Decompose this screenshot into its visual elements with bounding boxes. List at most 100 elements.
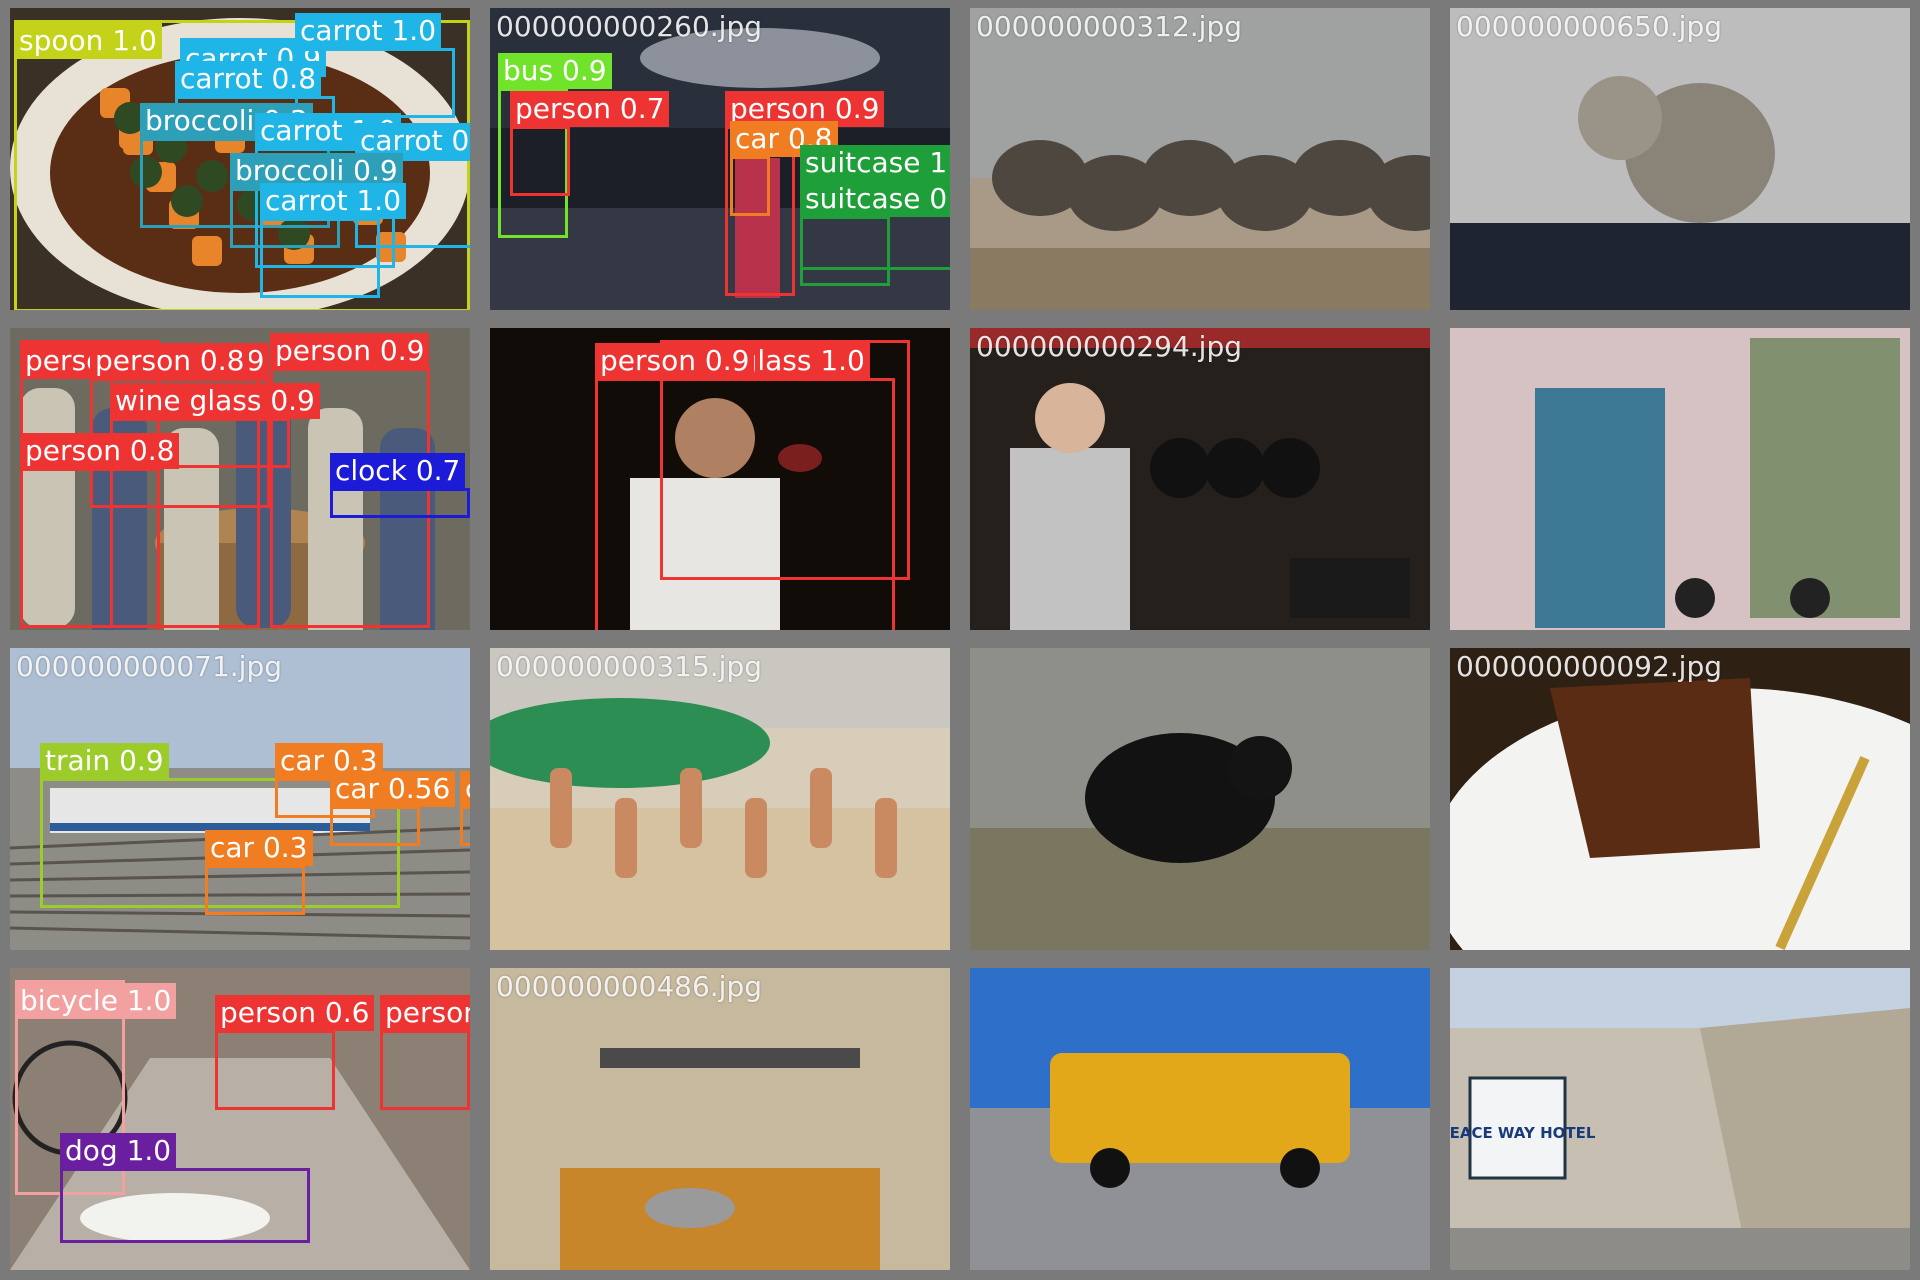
detection-label: wine glass 0.9 [110, 383, 320, 419]
detection-box: dog 1.0 [60, 1133, 310, 1243]
scene-illustration [1450, 648, 1910, 950]
detection-label: person 0.7 [510, 91, 670, 127]
detection-box: bicycle 1.0 [15, 980, 177, 1195]
detection-label: person 0.6 [215, 995, 375, 1031]
image-tile: 000000000650.jpg [1450, 8, 1910, 310]
bus-wheel [1280, 1148, 1320, 1188]
detection-label: car 0.3 [205, 830, 313, 866]
bear-body [1085, 733, 1275, 863]
detection-box: person 0.9 [380, 995, 470, 1110]
rail [10, 870, 470, 882]
detection-label: person 0.9 [270, 333, 430, 369]
ceiling-light [640, 28, 880, 88]
motorbike-wheel [1675, 578, 1715, 618]
image-tile: spoon 1.0 carrot 0.9 carrot 1.0 carrot 0.8 b… [10, 8, 470, 310]
person-figure [615, 798, 637, 878]
detection-label: car 0.56 [330, 771, 456, 807]
detection-box: suitcase 0.9 [800, 181, 950, 286]
image-tile: PEACE WAY HOTEL [1450, 968, 1910, 1270]
broccoli-piece [196, 160, 228, 192]
carrot-piece [192, 236, 222, 266]
face [1035, 383, 1105, 453]
door-panel [1535, 388, 1665, 628]
image-tile [970, 968, 1430, 1270]
cat-body [1625, 83, 1775, 223]
detection-box: carrot 1.0 [295, 13, 455, 118]
image-tile: 000000000294.jpg [970, 328, 1430, 630]
person-figure [164, 428, 219, 630]
image-tile [970, 648, 1430, 950]
colander [645, 1188, 735, 1228]
cat-head [1578, 76, 1662, 160]
road [1450, 1228, 1910, 1270]
umbrella [490, 698, 770, 788]
wall-top [970, 328, 1430, 348]
detection-box: carrot 1.0 [260, 183, 407, 298]
detection-label: carrot 0.8 [175, 61, 322, 97]
bus-body [1050, 1053, 1350, 1163]
detection-box: car 0.56 [330, 771, 456, 846]
hotel-sign-text: PEACE WAY HOTEL [1450, 1124, 1596, 1142]
detection-box: clock 0.7 [330, 453, 470, 518]
broccoli-piece [130, 156, 162, 188]
scene-illustration [490, 648, 950, 950]
shirt [630, 478, 780, 630]
detection-box: train 0.9 [40, 743, 400, 908]
detection-label: suitcase 0.9 [800, 181, 950, 217]
scene-illustration [970, 648, 1430, 950]
detection-label: dog 1.0 [60, 1133, 177, 1169]
detection-label: person 0.8 [20, 433, 180, 469]
detection-box: person 0.9 [270, 333, 430, 628]
wine-glass [778, 444, 822, 472]
elephant [1067, 155, 1163, 231]
hotel-sign-panel [1468, 1076, 1567, 1180]
detection-box: person 0.8 [20, 433, 180, 628]
image-tile: 000000000260.jpg bus 0.9 person 0.7 person … [490, 8, 950, 310]
image-tile: 000000000071.jpg train 0.9 car 0.3 car 0.56… [10, 648, 470, 950]
detection-label: spoon 1.0 [14, 23, 162, 59]
image-tile: 000000000315.jpg [490, 648, 950, 950]
person-figure [745, 798, 767, 878]
detection-box: car 0.3 [205, 830, 313, 915]
image-tile: 000000000486.jpg [490, 968, 950, 1270]
scene-illustration [970, 8, 1430, 310]
rail [10, 926, 470, 940]
train-stripe [50, 823, 370, 831]
broccoli-piece [171, 185, 203, 217]
detection-box: bus 0.9 [498, 53, 612, 238]
broccoli-piece [114, 102, 146, 134]
scene-illustration [1450, 328, 1910, 630]
detection-box: car 0.7 [460, 771, 470, 846]
detection-box: car 0.8 [730, 121, 838, 216]
scene-illustration [970, 968, 1430, 1270]
detection-label: carrot 1.0 [295, 13, 442, 49]
pan [1260, 438, 1320, 498]
detection-label: clock 0.7 [330, 453, 466, 489]
shelf [600, 1048, 860, 1068]
person-figure [1010, 448, 1130, 630]
image-tile [1450, 328, 1910, 630]
bear-head [1228, 736, 1292, 800]
ground [970, 248, 1430, 310]
detection-label: carrot 1.0 [260, 183, 407, 219]
person-figure [810, 768, 832, 848]
rail [10, 892, 470, 898]
person-figure [680, 768, 702, 848]
buildings [1700, 1008, 1910, 1270]
detection-label: car 0.7 [460, 771, 470, 807]
detection-box: person 0.6 [215, 995, 375, 1110]
detection-label: bicycle 1.0 [15, 983, 177, 1019]
person-figure [875, 798, 897, 878]
bus-wheel [1090, 1148, 1130, 1188]
motorbike-wheel [1790, 578, 1830, 618]
detection-label: train 0.9 [40, 743, 169, 779]
image-tile: bicycle 1.0 person 0.6person 0.9 dog 1.0 [10, 968, 470, 1270]
microwave [1290, 558, 1410, 618]
pan [1150, 438, 1210, 498]
detection-box: wine glass 0.9 [110, 383, 320, 468]
scene-illustration [490, 968, 950, 1270]
detection-label: person 0.8 [90, 343, 250, 379]
detection-box: suitcase 1.0 [800, 145, 950, 270]
